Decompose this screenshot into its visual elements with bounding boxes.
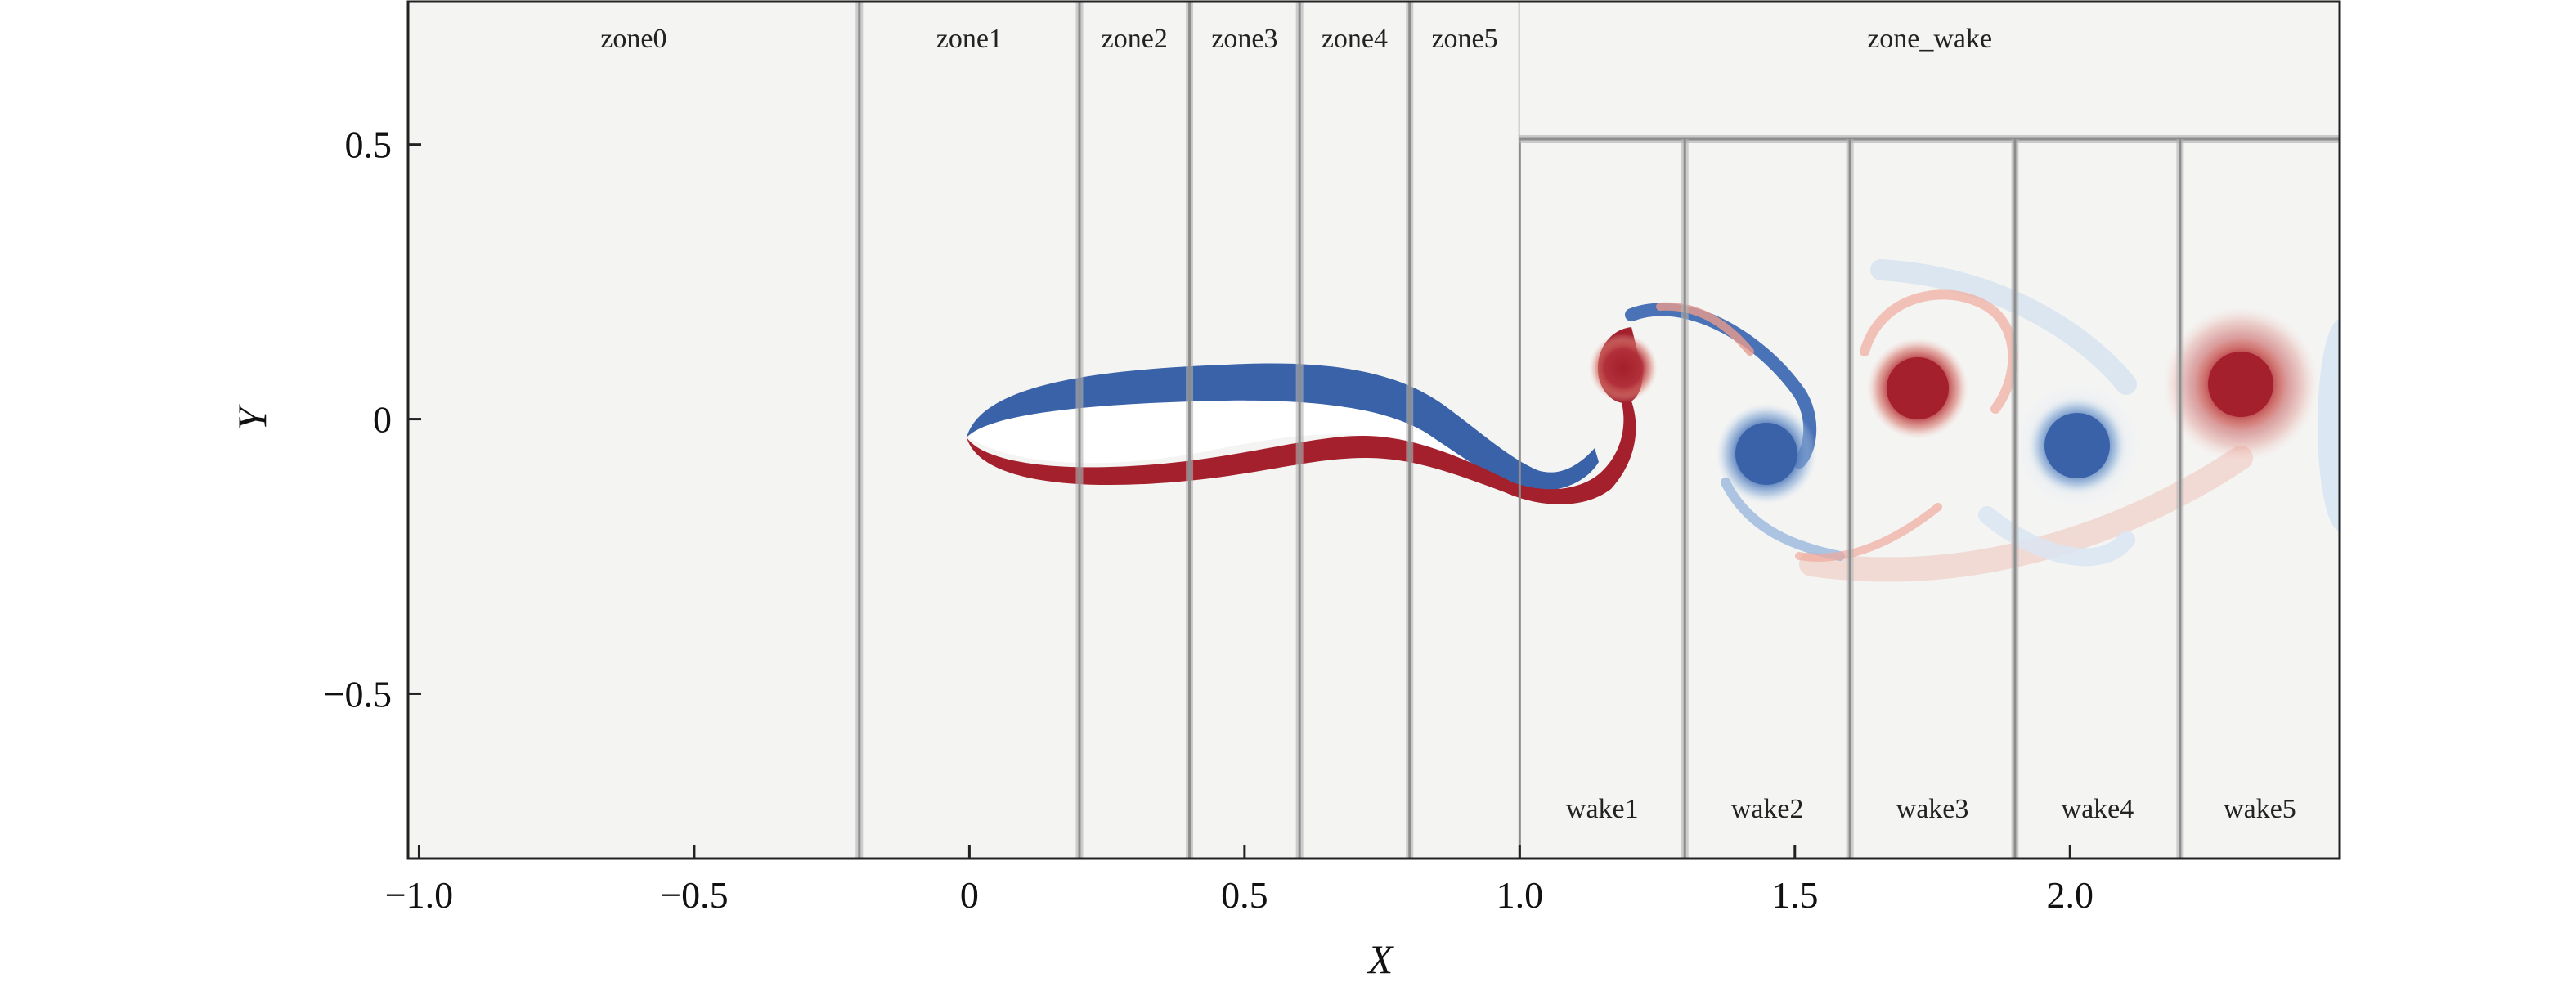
zone-boundaries: [855, 2, 2340, 859]
wake-zone-label: wake5: [2224, 794, 2296, 824]
blue-vortex-1-tail: [1721, 478, 1845, 561]
red-vortex-3-core: [2208, 352, 2273, 417]
blue-vortex-1-core: [1735, 423, 1797, 485]
zone-label: zone5: [1431, 24, 1497, 54]
vorticity-field: [967, 259, 2340, 582]
faint-blue-shear-layer: [1870, 259, 2137, 395]
red-vortex-2-core: [1887, 357, 1949, 419]
zone-label: zone4: [1322, 24, 1388, 54]
zone-wake-label: zone_wake: [1867, 24, 1992, 54]
blue-vortex-2-core: [2044, 413, 2110, 478]
wake-zone-label: wake3: [1896, 794, 1969, 824]
plot-frame: [406, 0, 2341, 860]
x-tick-label: −0.5: [660, 874, 728, 916]
axes: −1.0 −0.5 0 0.5 1.0 1.5 2.0 0.5 0 −0.5 X Y: [229, 0, 2341, 982]
x-tick-label: 0: [960, 874, 979, 916]
zone-labels: zone0 zone1 zone2 zone3 zone4 zone5 zone_wakew…: [600, 24, 2296, 824]
red-vortex-arm: [1656, 302, 1754, 356]
zone-label: zone3: [1211, 24, 1277, 54]
y-axis-label: Y: [229, 403, 275, 430]
zone-label: zone2: [1102, 24, 1168, 54]
wake-zone-label: wake2: [1731, 794, 1804, 824]
x-tick-label: 0.5: [1221, 874, 1268, 916]
zone-label: zone1: [936, 24, 1003, 54]
wake-zone-label: wake1: [1566, 794, 1639, 824]
zone-label: zone0: [600, 24, 666, 54]
x-axis-label: X: [1367, 936, 1395, 982]
y-tick-label: 0.5: [345, 124, 393, 166]
x-tick-label: 1.0: [1497, 874, 1544, 916]
faint-blue-tail: [1978, 506, 2135, 567]
zone-wake-header: [1519, 2, 2340, 139]
x-tick-label: −1.0: [385, 874, 453, 916]
wake-zone-label: wake4: [2062, 794, 2134, 824]
x-tick-label: 2.0: [2047, 874, 2094, 916]
upper-shear-layer: [967, 363, 1599, 491]
y-tick-label: 0: [373, 399, 392, 441]
edge-blue-vortex: [2318, 319, 2340, 531]
x-tick-label: 1.5: [1771, 874, 1819, 916]
red-filament: [1795, 503, 1942, 562]
trailing-edge-red-core: [1589, 334, 1658, 402]
y-tick-label: −0.5: [324, 673, 392, 715]
